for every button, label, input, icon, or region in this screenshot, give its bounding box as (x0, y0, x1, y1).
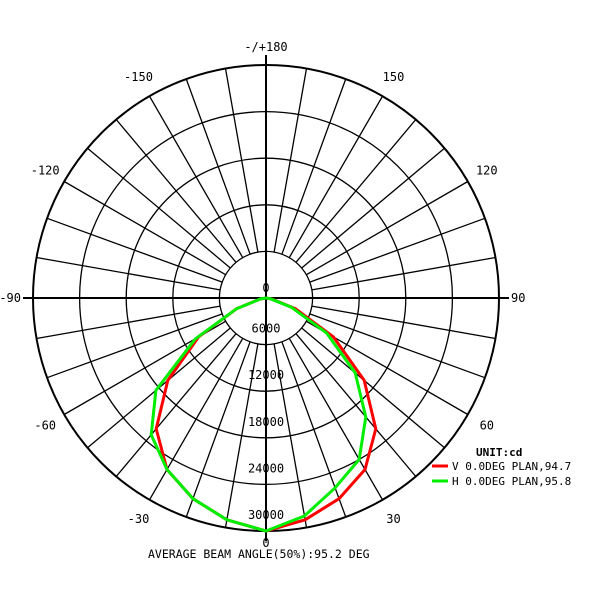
grid-spoke (301, 147, 445, 269)
grid-spoke (281, 78, 347, 255)
grid-spoke (185, 341, 251, 518)
grid-spoke (309, 217, 486, 283)
grid-spoke (301, 327, 445, 449)
angle-label: 150 (383, 70, 405, 84)
angle-label: 120 (476, 164, 498, 178)
radial-tick-label: 30000 (248, 508, 284, 522)
grid-spoke (115, 119, 237, 263)
grid-spoke (273, 343, 308, 528)
legend: UNIT:cd V 0.0DEG PLAN,94.7 H 0.0DEG PLAN,… (432, 446, 571, 488)
grid-spoke (281, 341, 347, 518)
series-curve (149, 296, 368, 533)
radial-tick-label: 24000 (248, 461, 284, 475)
grid-spoke (63, 180, 226, 276)
angle-label: -120 (31, 164, 60, 178)
series-curves (149, 296, 378, 533)
radial-tick-label: 6000 (252, 322, 281, 336)
grid-spoke (311, 256, 496, 291)
legend-entry: H 0.0DEG PLAN,95.8 (452, 475, 571, 488)
grid-spoke (224, 343, 259, 528)
radial-tick-label: 0 (262, 281, 269, 295)
grid-spoke (288, 338, 384, 501)
radial-tick-label: 12000 (248, 368, 284, 382)
grid-spoke (148, 338, 244, 501)
grid-spoke (224, 68, 259, 253)
grid-spoke (311, 305, 496, 340)
angle-label: -30 (128, 512, 150, 526)
angle-labels: 0 30 -30 60 -60 90 -90 120 -120 150 -150 -/+180 (0, 40, 525, 550)
angle-label: 90 (511, 291, 525, 305)
angle-label: -/+180 (244, 40, 287, 54)
angle-label: -150 (124, 70, 153, 84)
grid-spoke (273, 68, 308, 253)
unit-label: UNIT:cd (476, 446, 522, 459)
angle-label: -60 (34, 419, 56, 433)
grid-spoke (46, 313, 223, 379)
grid-spoke (295, 333, 417, 477)
polar-grid (23, 55, 509, 541)
grid-spoke (288, 95, 384, 258)
angle-label: 0 (262, 536, 269, 550)
grid-spoke (148, 95, 244, 258)
grid-spoke (36, 256, 221, 291)
grid-spoke (115, 333, 237, 477)
legend-entry: V 0.0DEG PLAN,94.7 (452, 460, 571, 473)
grid-spoke (185, 78, 251, 255)
grid-spoke (295, 119, 417, 263)
angle-label: 30 (386, 512, 400, 526)
angle-label: -90 (0, 291, 21, 305)
radial-tick-label: 18000 (248, 415, 284, 429)
angle-label: 60 (480, 419, 494, 433)
beam-angle-caption: AVERAGE BEAM ANGLE(50%):95.2 DEG (148, 547, 370, 561)
grid-spoke (306, 180, 469, 276)
grid-spoke (87, 147, 231, 269)
grid-spoke (309, 313, 486, 379)
grid-spoke (46, 217, 223, 283)
radial-tick-labels: 0 6000 12000 18000 24000 30000 (248, 281, 284, 522)
grid-spoke (36, 305, 221, 340)
